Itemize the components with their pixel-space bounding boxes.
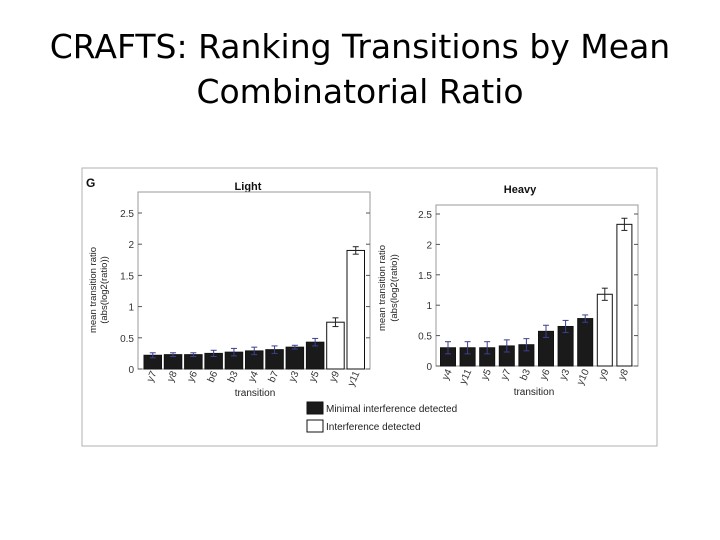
chart-light-ytick-label: 2 xyxy=(128,240,134,251)
chart-heavy-bar-y10 xyxy=(577,318,594,367)
chart-heavy-category-label: y8 xyxy=(617,367,632,382)
slide-title-line-1: CRAFTS: Ranking Transitions by Mean xyxy=(49,27,671,66)
chart-heavy-xlabel: transition xyxy=(514,387,555,398)
legend-swatch-interference xyxy=(306,419,324,433)
chart-heavy-ytick-label: 0.5 xyxy=(418,332,432,343)
chart-light-category-label: b7 xyxy=(267,369,282,384)
chart-light-ytick-label: 1.5 xyxy=(120,271,134,282)
chart-heavy-bar-y9 xyxy=(596,293,613,367)
chart-light-bar-y3 xyxy=(285,346,305,370)
chart-heavy-ytick-label: 2.5 xyxy=(418,210,432,221)
chart-light-ylabel-line-1: mean transition ratio xyxy=(88,247,99,333)
chart-heavy-frame xyxy=(435,204,639,367)
chart-heavy-bar-y8 xyxy=(616,223,633,367)
chart-heavy-category-label: y7 xyxy=(499,367,514,382)
panel-letter: G xyxy=(86,176,95,190)
slide-title: CRAFTS: Ranking Transitions by Mean Comb… xyxy=(20,24,700,114)
chart-light: Light mean transition ratio (abs(log2(ra… xyxy=(88,181,371,399)
chart-light-category-label: y8 xyxy=(165,369,180,384)
chart-light-category-label: y7 xyxy=(145,369,160,384)
chart-light-category-label: y6 xyxy=(186,369,201,384)
chart-heavy-category-label: y9 xyxy=(597,367,612,382)
chart-light-ytick-label: 1 xyxy=(128,303,134,314)
chart-heavy-categories: y4 y11 y5 y7 b3 y6 y3 y10 y9 y8 xyxy=(440,367,631,387)
chart-heavy-bars xyxy=(440,217,633,367)
chart-light-ticks: 0 0.5 1 1.5 2 2.5 xyxy=(120,209,370,376)
chart-light-category-label: y5 xyxy=(307,369,322,384)
chart-light-bar-y11 xyxy=(346,249,365,370)
chart-light-category-label: b3 xyxy=(226,369,241,384)
chart-light-ytick-label: 0.5 xyxy=(120,334,134,345)
chart-heavy-category-label: y6 xyxy=(538,367,553,382)
chart-heavy: Heavy mean transition ratio (abs(log2(ra… xyxy=(377,184,639,398)
chart-light-category-label: y3 xyxy=(287,369,302,384)
chart-heavy-ytick-label: 1.5 xyxy=(418,271,432,282)
chart-heavy-category-label: b3 xyxy=(518,367,533,382)
chart-light-ylabel-line-2: (abs(log2(ratio)) xyxy=(99,256,110,324)
chart-light-ytick-label: 0 xyxy=(128,365,134,376)
chart-light-title: Light xyxy=(235,181,262,193)
chart-light-ytick-label: 2.5 xyxy=(120,209,134,220)
chart-light-xlabel: transition xyxy=(235,388,276,399)
chart-light-category-label: y9 xyxy=(328,369,343,384)
chart-heavy-ytick-label: 1 xyxy=(426,301,432,312)
chart-light-bar-y9 xyxy=(326,321,345,370)
legend-label-interference: Interference detected xyxy=(326,422,421,433)
chart-heavy-ytick-label: 2 xyxy=(426,240,432,251)
chart-light-bars xyxy=(143,246,365,370)
legend-label-minimal: Minimal interference detected xyxy=(326,404,457,415)
chart-heavy-ticks: 0 0.5 1 1.5 2 2.5 xyxy=(418,210,638,373)
legend: Minimal interference detected Interferen… xyxy=(306,401,457,433)
chart-heavy-ytick-label: 0 xyxy=(426,362,432,373)
chart-heavy-ylabel-line-1: mean transition ratio xyxy=(377,245,388,331)
chart-light-category-label: y4 xyxy=(247,369,262,384)
chart-heavy-category-label: y5 xyxy=(479,367,494,382)
chart-heavy-title: Heavy xyxy=(504,184,537,196)
chart-heavy-category-label: y3 xyxy=(558,367,573,382)
chart-light-categories: y7 y8 y6 b6 b3 y4 b7 y3 y5 y9 y11 xyxy=(145,369,363,388)
chart-heavy-ylabel-line-2: (abs(log2(ratio)) xyxy=(389,254,400,322)
legend-swatch-minimal xyxy=(306,401,324,415)
slide-title-line-2: Combinatorial Ratio xyxy=(196,72,524,111)
chart-light-category-label: b6 xyxy=(206,369,221,384)
chart-heavy-category-label: y4 xyxy=(440,367,455,382)
